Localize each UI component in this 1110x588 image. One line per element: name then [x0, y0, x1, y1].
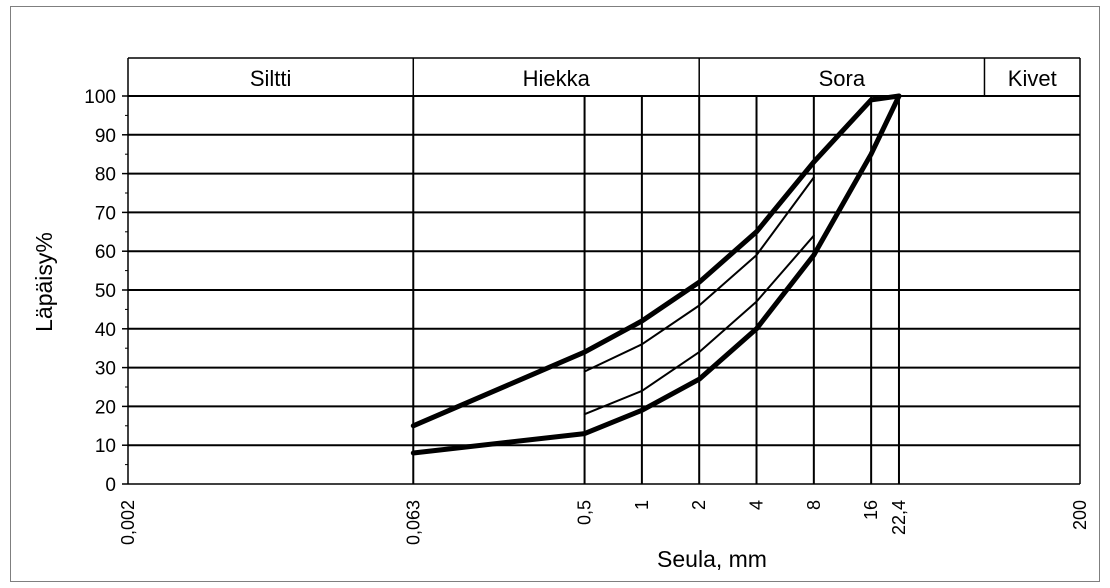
y-tick-label: 20 [95, 397, 116, 418]
x-tick-label: 0,063 [403, 500, 423, 545]
y-tick-label: 0 [105, 475, 116, 496]
y-tick-label: 10 [95, 436, 116, 457]
x-tick-label: 16 [861, 500, 881, 520]
y-tick-label: 30 [95, 359, 116, 380]
y-tick-label: 40 [95, 320, 116, 341]
zone-label-hiekka: Hiekka [523, 66, 591, 91]
series-line-4 [583, 234, 815, 416]
zone-header: Siltti Hiekka Sora Kivet [127, 57, 1081, 96]
zone-label-kivet: Kivet [1008, 66, 1057, 91]
x-tick-label: 0,002 [118, 500, 138, 545]
x-tick-label: 8 [804, 500, 824, 510]
y-tick-label: 80 [95, 165, 116, 186]
series-line-3 [583, 176, 815, 373]
y-tick-label: 90 [95, 126, 116, 147]
tick-labels: 0 10 20 30 40 50 60 70 80 90 100 0,002 0,063 0,5 1 2 4 8 1… [84, 87, 1090, 545]
x-tick-label: 200 [1070, 500, 1090, 530]
x-tick-label: 0,5 [575, 500, 595, 525]
x-tick-label: 4 [747, 500, 767, 510]
y-tick-label: 50 [95, 281, 116, 302]
zone-label-siltti: Siltti [250, 66, 292, 91]
x-tick-label: 22,4 [889, 500, 909, 535]
grid [122, 95, 1081, 485]
series-group [410, 93, 902, 456]
zone-label-sora: Sora [819, 66, 866, 91]
x-tick-label: 1 [632, 500, 652, 510]
y-axis-label: Läpäisy% [31, 232, 57, 332]
chart-frame [10, 6, 1100, 582]
x-axis-label: Seula, mm [657, 546, 767, 572]
series-line-1 [410, 93, 902, 429]
y-tick-label: 100 [84, 87, 116, 108]
x-tick-label: 2 [689, 500, 709, 510]
y-tick-label: 70 [95, 203, 116, 224]
series-line-2 [410, 93, 902, 456]
y-tick-label: 60 [95, 242, 116, 263]
